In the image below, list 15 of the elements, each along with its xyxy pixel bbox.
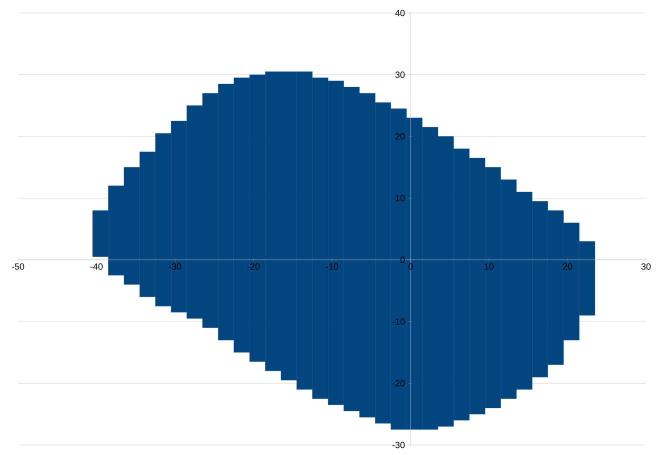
y-tick-label: -10 [392, 318, 405, 325]
y-tick-label: 10 [396, 194, 405, 202]
x-tick-label: -40 [90, 263, 103, 270]
x-tick-label: 10 [484, 263, 494, 270]
x-tick-label: 20 [562, 263, 572, 270]
y-tick-label: 30 [395, 72, 405, 78]
y-tick-label: 40 [395, 10, 405, 16]
x-tick-label: -10 [326, 263, 338, 270]
y-tick-label: -20 [392, 380, 405, 386]
y-tick-label: 20 [395, 133, 405, 140]
x-tick-label: -50 [12, 263, 24, 270]
x-tick-label: -20 [247, 263, 260, 270]
x-tick-label: -30 [168, 263, 182, 270]
x-tick-label: 30 [641, 263, 651, 270]
y-tick-label: -30 [392, 442, 405, 448]
